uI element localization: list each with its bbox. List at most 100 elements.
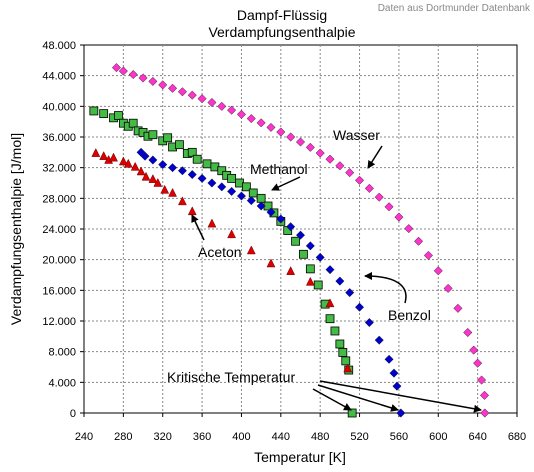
point-aceton	[136, 166, 146, 176]
point-benzol	[197, 173, 207, 183]
point-aceton	[141, 171, 151, 181]
y-tick-label: 36.000	[42, 132, 76, 144]
point-aceton	[148, 174, 158, 183]
y-tick-label: 8.000	[48, 347, 76, 359]
arrow-benzol	[364, 272, 407, 304]
point-benzol	[345, 288, 355, 298]
point-wasser	[177, 87, 187, 97]
x-tick-label: 600	[429, 431, 447, 443]
point-methanol	[341, 356, 351, 366]
arrow-wasser	[367, 145, 383, 169]
point-wasser	[128, 69, 138, 80]
point-benzol	[286, 222, 296, 232]
grid-lines	[84, 45, 517, 413]
y-tick-label: 44.000	[42, 71, 76, 83]
point-wasser	[469, 345, 479, 355]
series-benzol	[136, 147, 406, 418]
y-tick-label: 4.000	[48, 377, 76, 389]
point-benzol	[177, 166, 187, 176]
point-wasser	[315, 148, 325, 158]
point-wasser	[187, 90, 197, 100]
arrow-kritisch-benzol	[317, 384, 399, 412]
x-tick-label: 280	[114, 431, 132, 443]
point-benzol	[354, 302, 365, 312]
point-aceton	[207, 218, 217, 228]
point-methanol	[163, 133, 173, 143]
point-benzol	[168, 163, 178, 173]
point-wasser	[354, 175, 365, 185]
point-wasser	[197, 94, 207, 104]
x-tick-label: 400	[232, 431, 250, 443]
point-methanol	[299, 249, 308, 259]
point-methanol	[335, 339, 345, 349]
point-aceton	[118, 156, 128, 166]
point-aceton	[325, 298, 335, 308]
annotation-aceton: Aceton	[198, 244, 242, 260]
point-aceton	[109, 152, 118, 162]
point-aceton	[246, 245, 256, 255]
point-aceton	[130, 161, 140, 171]
point-wasser	[168, 83, 178, 93]
point-benzol	[236, 191, 247, 201]
chart-subtitle: Verdampfungsenthalpie	[208, 24, 355, 40]
point-wasser	[404, 224, 414, 234]
arrow-aceton	[191, 214, 205, 241]
point-benzol	[315, 252, 325, 262]
point-wasser	[111, 63, 122, 73]
point-benzol	[276, 214, 286, 224]
point-benzol	[305, 241, 315, 251]
point-wasser	[374, 192, 384, 202]
point-aceton	[153, 177, 163, 187]
point-wasser	[473, 358, 483, 368]
y-axis-ticks: 0 4.000 8.000 12.000 16.000 20.000 24.000 28.00…	[42, 40, 84, 420]
chart-title: Dampf-Flüssig	[237, 7, 327, 23]
x-tick-label: 440	[272, 431, 290, 443]
y-tick-label: 12.000	[42, 316, 76, 328]
x-tick-label: 360	[193, 431, 211, 443]
point-aceton	[178, 196, 187, 206]
point-methanol	[305, 264, 315, 274]
point-methanol	[114, 111, 123, 120]
point-aceton	[168, 187, 177, 197]
point-benzol	[335, 276, 345, 286]
point-methanol	[313, 280, 323, 290]
point-methanol	[256, 193, 266, 203]
point-wasser	[158, 80, 168, 90]
point-methanol	[291, 236, 300, 246]
x-tick-label: 680	[508, 431, 526, 443]
y-axis-label: Verdampfungsenthalpie [J/mol]	[8, 133, 24, 325]
x-tick-label: 320	[154, 431, 172, 443]
arrow-kritisch-methanol	[312, 388, 352, 411]
point-methanol	[187, 147, 197, 157]
x-tick-label: 640	[468, 431, 486, 443]
point-wasser	[227, 105, 237, 115]
point-benzol	[374, 335, 384, 345]
point-wasser	[325, 154, 335, 164]
point-wasser	[433, 266, 443, 276]
y-tick-label: 28.000	[42, 193, 76, 205]
point-aceton	[343, 363, 353, 373]
y-tick-label: 16.000	[42, 285, 76, 297]
point-methanol	[89, 106, 99, 116]
point-wasser	[477, 375, 487, 385]
arrow-kritisch-wasser	[319, 380, 482, 413]
point-benzol	[140, 151, 150, 161]
point-benzol	[295, 230, 306, 240]
point-benzol	[148, 155, 158, 165]
point-aceton	[227, 229, 237, 239]
point-methanol	[128, 118, 138, 128]
y-tick-label: 48.000	[42, 40, 76, 52]
point-wasser	[345, 168, 355, 178]
x-tick-label: 560	[390, 431, 408, 443]
point-methanol	[217, 166, 227, 176]
point-methanol	[325, 314, 335, 324]
point-benzol	[187, 170, 197, 180]
point-wasser	[453, 303, 463, 313]
point-wasser	[443, 283, 453, 293]
point-wasser	[246, 114, 256, 124]
point-benzol	[207, 178, 217, 188]
point-wasser	[276, 127, 286, 137]
point-aceton	[91, 148, 101, 157]
point-benzol	[384, 354, 394, 364]
